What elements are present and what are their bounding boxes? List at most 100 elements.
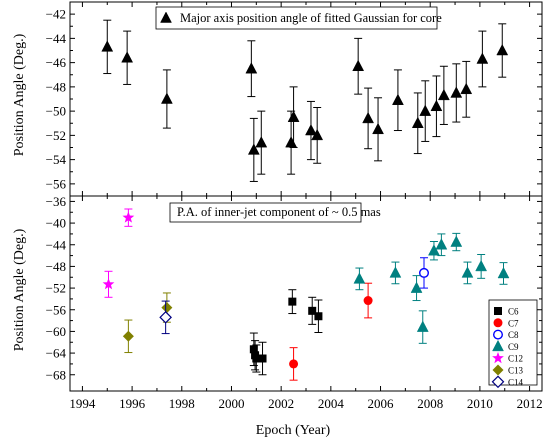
data-point (285, 136, 298, 148)
y-tick-label: −68 (46, 367, 66, 382)
legend-marker (491, 375, 505, 389)
data-point (289, 359, 299, 369)
data-point (121, 51, 134, 63)
data-point (102, 278, 115, 290)
legend-label: C6 (508, 307, 519, 317)
x-axis-label: Epoch (Year) (256, 423, 331, 438)
y-tick-label: −52 (46, 128, 66, 143)
y-tick-label: −44 (46, 237, 67, 252)
data-point (249, 345, 258, 354)
data-point (287, 110, 300, 122)
data-point (353, 272, 366, 284)
legend-label: C8 (508, 330, 519, 340)
y-tick-label: −52 (46, 281, 66, 296)
data-point (392, 93, 404, 105)
x-tick-label: 2012 (517, 396, 543, 411)
x-tick-label: 1996 (119, 396, 146, 411)
y-tick-label: −42 (46, 7, 66, 22)
x-tick-label: 1998 (169, 396, 195, 411)
data-point (305, 123, 317, 136)
data-point (258, 354, 267, 363)
x-tick-label: 2010 (467, 396, 493, 411)
legend-marker (492, 339, 504, 352)
legend-marker (493, 318, 503, 328)
data-point (362, 111, 375, 124)
bottom-title: P.A. of inner-jet component of ~ 0.5 mas (177, 205, 381, 219)
x-tick-label: 2002 (268, 396, 294, 411)
y-tick-label: −46 (46, 55, 67, 70)
data-point (372, 122, 384, 135)
data-point (430, 99, 443, 112)
data-point (416, 320, 429, 332)
legend-marker (493, 329, 504, 340)
data-point (247, 143, 260, 155)
y-tick-label: −54 (46, 152, 67, 167)
x-tick-label: 2004 (318, 396, 345, 411)
data-point (428, 244, 440, 256)
x-tick-label: 1994 (69, 396, 96, 411)
data-point (255, 136, 268, 148)
data-point (496, 43, 509, 56)
y-tick-label: −44 (46, 31, 67, 46)
y-tick-label: −48 (46, 259, 66, 274)
legend-marker-top (160, 11, 172, 23)
data-point (311, 128, 324, 141)
legend-marker (492, 364, 504, 376)
data-point (308, 306, 317, 315)
chart-text: Major axis position angle of fitted Gaus… (12, 11, 442, 438)
data-point (122, 211, 135, 223)
data-point (252, 354, 261, 363)
y-tick-label: −40 (46, 216, 66, 231)
data-point (419, 104, 432, 116)
x-tick-label: 2006 (368, 396, 395, 411)
y-tick-label: −50 (46, 104, 66, 119)
top-title: Major axis position angle of fitted Gaus… (180, 11, 442, 25)
y-tick-label: −60 (46, 324, 66, 339)
data-point (159, 310, 172, 324)
data-point (461, 266, 474, 278)
legend-label: C14 (508, 377, 524, 387)
legend-label: C9 (508, 342, 519, 352)
data-point (450, 86, 463, 98)
data-point (161, 302, 173, 314)
title-box-bottom (169, 202, 362, 223)
x-tick-label: 2000 (218, 396, 244, 411)
data-point (363, 296, 373, 306)
data-point (450, 235, 463, 247)
legend-marker (492, 352, 504, 364)
y-tick-label: −56 (46, 176, 67, 191)
legend-marker (494, 307, 502, 315)
legend-label: C7 (508, 318, 519, 328)
data-point (475, 259, 488, 272)
plot-frames: −42 −44 −46 −48 −50 −52 −54 −56 −36 −40 −44 −48 −52 −… (46, 1, 543, 411)
data-point (476, 52, 489, 64)
data-point (245, 62, 258, 74)
legend-label: C12 (508, 354, 523, 364)
data-point (389, 266, 402, 278)
data-marks (101, 19, 510, 381)
data-point (497, 266, 510, 279)
data-point (352, 59, 365, 72)
y-tick-label: −56 (46, 302, 67, 317)
data-point (122, 330, 134, 342)
data-point (435, 238, 448, 250)
legend-box-top (155, 6, 438, 30)
data-point (460, 82, 473, 95)
data-point (419, 267, 430, 278)
legend-label: C13 (508, 366, 524, 376)
data-point (288, 297, 297, 306)
panel-frame (69, 1, 543, 197)
data-point (411, 116, 424, 128)
data-point (437, 88, 450, 101)
bottom-ylabel: Position Angle (Deg.) (12, 228, 27, 351)
data-point (314, 312, 323, 321)
data-point (410, 281, 423, 293)
x-tick-label: 2008 (417, 396, 443, 411)
data-point (160, 92, 173, 104)
data-point (101, 40, 114, 52)
panel-frame (69, 195, 543, 392)
y-tick-label: −48 (46, 79, 66, 94)
top-ylabel: Position Angle (Deg.) (12, 33, 27, 156)
